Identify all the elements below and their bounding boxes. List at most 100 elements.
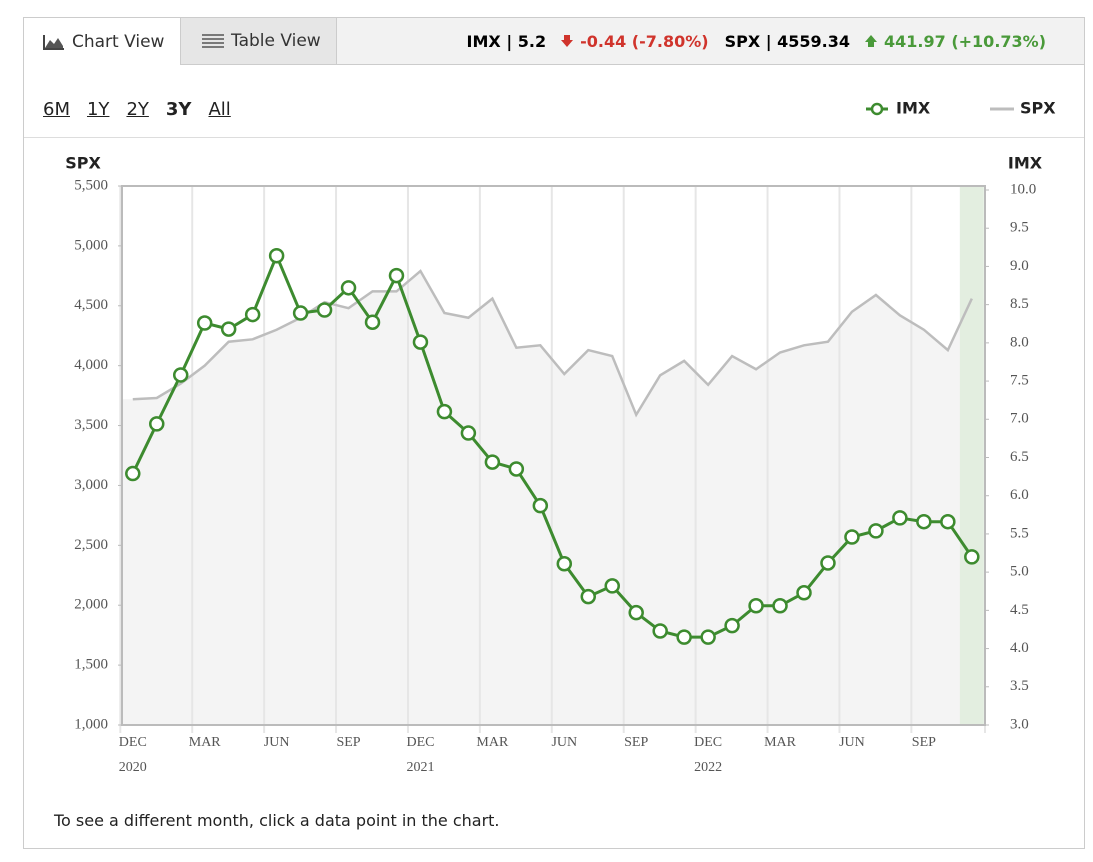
data-point[interactable] [292,305,309,321]
x-tick-label: DEC [406,735,434,750]
x-tick-label: SEP [912,735,936,750]
data-point[interactable] [388,267,405,284]
y-tick-label: 4,000 [74,357,108,373]
x-tick-label: JUN [839,735,865,750]
data-point[interactable] [125,465,141,482]
y2-tick-label: 8.0 [1010,334,1029,350]
plot-border [121,185,986,726]
x-tick-label: DEC [694,735,722,750]
separator [24,137,1084,138]
legend-label: SPX [1020,99,1056,118]
y2-tick-label: 4.0 [1010,640,1029,656]
y-tick-label: 5,000 [74,237,108,253]
data-point[interactable] [532,497,549,514]
y2-tick-label: 3.0 [1010,716,1029,732]
y2-tick-label: 7.0 [1010,411,1029,427]
up-arrow [865,35,878,47]
tab-chart-view[interactable]: Chart View [24,18,181,65]
data-point[interactable] [556,555,573,572]
selected-band [959,186,984,725]
data-point[interactable] [149,416,165,432]
data-point[interactable] [700,629,716,645]
range-button[interactable]: 6M [43,99,70,120]
data-point[interactable] [748,598,764,614]
y2-axis-title: IMX [1008,154,1043,173]
y2-tick-label: 6.5 [1010,449,1029,465]
y2-tick-label: 7.5 [1010,373,1029,389]
range-button[interactable]: 3Y [165,99,192,120]
data-point[interactable] [268,247,285,264]
x-tick-label: JUN [551,735,577,750]
y-tick-label: 2,000 [74,597,108,613]
tab-label: Table View [231,31,321,51]
data-point[interactable] [628,604,644,621]
x-year-label: 2021 [406,760,434,775]
data-point[interactable] [604,578,620,594]
x-tick-label: SEP [336,735,360,750]
y2-tick-label: 10.0 [1010,181,1036,197]
y-tick-label: 3,000 [74,477,108,493]
data-point[interactable] [580,588,597,605]
x-tick-label: MAR [764,735,797,750]
y-tick-label: 1,500 [74,657,108,673]
data-point[interactable] [196,315,213,331]
data-point[interactable] [340,280,357,296]
data-point[interactable] [460,425,477,441]
data-point[interactable] [916,513,932,530]
data-point[interactable] [172,367,189,383]
data-point[interactable] [316,302,333,318]
tab-bar: Chart View Table View IMX | 5.2 -0.44 (-… [24,18,1084,65]
tab-label: Chart View [72,31,165,52]
chart-icon [43,34,64,50]
legend-marker [870,102,884,116]
y2-tick-label: 8.5 [1010,296,1029,312]
data-point[interactable] [244,306,261,323]
panel: Chart View Table View IMX | 5.2 -0.44 (-… [23,17,1085,849]
y2-tick-label: 6.0 [1010,487,1029,503]
data-point[interactable] [796,585,812,601]
y2-tick-label: 9.0 [1010,258,1029,274]
data-point[interactable] [676,629,692,645]
y2-tick-label: 3.5 [1010,678,1029,694]
legend-label: IMX [896,99,931,118]
y-tick-label: 2,500 [74,537,108,553]
data-point[interactable] [772,598,788,614]
data-point[interactable] [436,403,453,420]
data-point[interactable] [508,461,525,477]
data-point[interactable] [652,623,668,639]
data-point[interactable] [412,334,429,350]
data-point[interactable] [868,523,884,539]
data-point[interactable] [820,555,836,571]
table-icon [202,34,224,48]
y2-tick-label: 9.5 [1010,220,1029,236]
x-tick-label: JUN [264,735,290,750]
range-buttons: 6M 1Y 2Y 3Y All [43,99,231,120]
data-point[interactable] [364,314,381,330]
range-button[interactable]: 1Y [86,99,110,120]
imx-label: IMX | 5.2 [466,31,547,51]
data-point[interactable] [964,549,980,565]
header-stats: IMX | 5.2 -0.44 (-7.80%) SPX | 4559.34 4… [461,18,1046,64]
area [122,271,985,725]
data-point[interactable] [220,321,237,337]
data-point[interactable] [892,510,908,526]
y2-tick-label: 4.5 [1010,602,1029,618]
imx-change: -0.44 (-7.80%) [580,31,709,51]
tab-table-view[interactable]: Table View [181,18,337,64]
data-point[interactable] [940,513,956,530]
data-point[interactable] [724,617,740,634]
range-button[interactable]: 2Y [126,99,149,120]
x-tick-label: SEP [624,735,648,750]
data-point[interactable] [484,454,501,470]
x-year-label: 2020 [119,760,147,775]
data-point[interactable] [844,529,860,545]
y2-tick-label: 5.0 [1010,564,1029,580]
y-axis-title: SPX [65,154,101,173]
series-line [132,269,973,418]
range-button[interactable]: All [208,99,231,120]
x-tick-label: DEC [119,735,147,750]
x-year-label: 2022 [694,760,722,775]
down-arrow [561,35,574,47]
